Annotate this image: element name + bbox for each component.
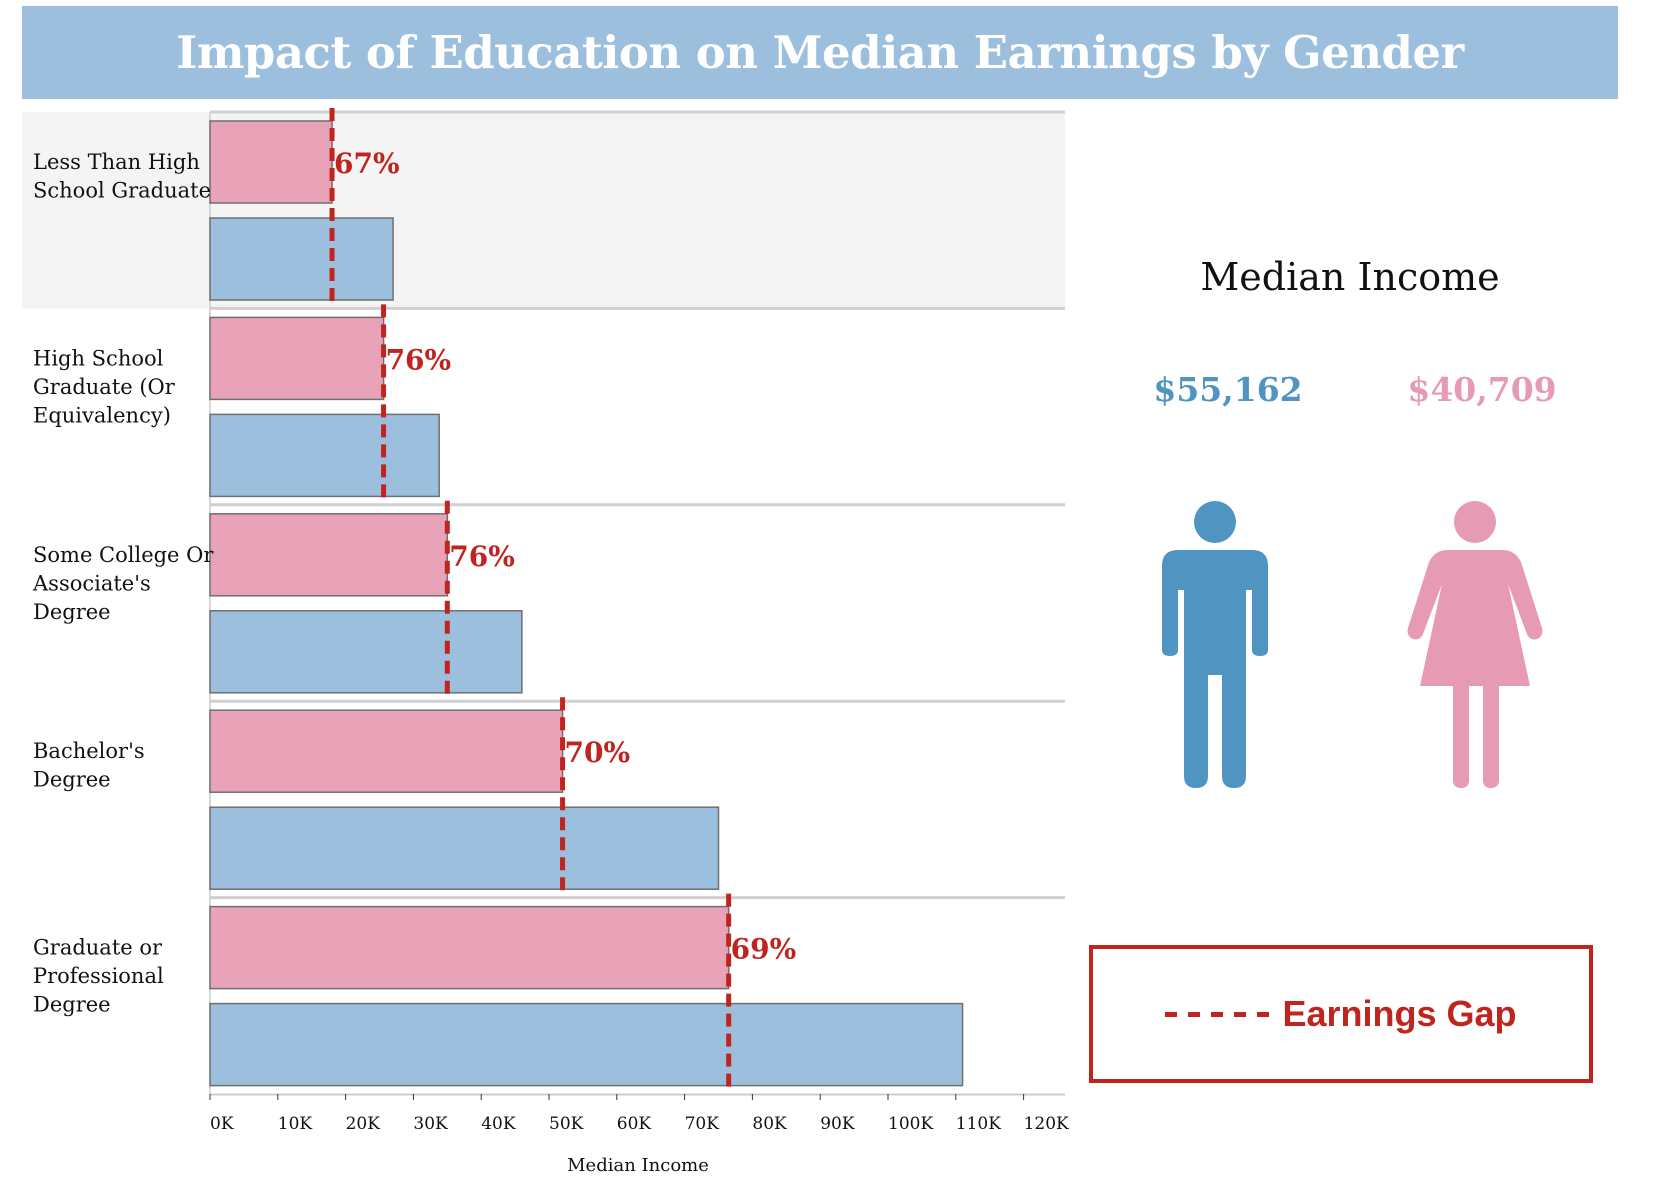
category-label-line: Some College Or xyxy=(33,543,214,567)
chart-title: Impact of Education on Median Earnings b… xyxy=(176,26,1464,79)
category-label-line: School Graduate xyxy=(33,179,211,203)
earnings-gap-label: 67% xyxy=(334,147,400,180)
category-label-line: Graduate (Or xyxy=(33,375,176,399)
legend-label: Earnings Gap xyxy=(1282,993,1517,1034)
category-label-line: Degree xyxy=(33,993,111,1017)
earnings-gap-label: 69% xyxy=(731,933,797,966)
x-tick-label: 70K xyxy=(685,1114,720,1134)
x-tick-label: 30K xyxy=(413,1114,448,1134)
male-bar xyxy=(209,217,394,301)
category-label-line: Degree xyxy=(33,768,111,792)
x-tick-label: 90K xyxy=(820,1114,855,1134)
category-label: High School Graduate (Or Equivalency) xyxy=(33,346,176,427)
category-label: Graduate or Professional Degree xyxy=(33,936,164,1017)
female-bar xyxy=(209,513,449,597)
x-tick-label: 100K xyxy=(888,1114,933,1134)
x-tick-label: 20K xyxy=(346,1114,381,1134)
category-label-line: Equivalency) xyxy=(33,403,171,427)
earnings-gap-label: 76% xyxy=(449,540,515,573)
category-label-line: Less Than High xyxy=(33,150,200,174)
female-bar xyxy=(209,709,564,793)
highlight-band xyxy=(22,112,1065,309)
category-label-line: Professional xyxy=(33,964,164,988)
x-tick-label: 50K xyxy=(549,1114,584,1134)
female-person-icon xyxy=(1407,501,1543,788)
category-label: Less Than High School Graduate xyxy=(33,150,211,203)
x-tick-label: 40K xyxy=(481,1114,516,1134)
x-tick-label: 120K xyxy=(1024,1114,1069,1134)
female-bar xyxy=(209,120,333,204)
male-bar xyxy=(209,806,720,890)
x-tick-label: 0K xyxy=(210,1114,234,1134)
category-label: Some College Or Associate's Degree xyxy=(32,543,214,624)
category-label-line: Degree xyxy=(33,600,111,624)
male-bar xyxy=(209,610,523,694)
x-axis-title: Median Income xyxy=(567,1155,709,1176)
male-bar xyxy=(209,413,440,498)
x-tick-label: 110K xyxy=(956,1114,1001,1134)
bar-chart: 0K 10K 20K 30K 40K 50K 60K 70K 80K 90K 100K 110K 120… xyxy=(22,108,1069,1176)
panel-title: Median Income xyxy=(1200,255,1500,299)
legend-box: Earnings Gap xyxy=(1089,945,1593,1083)
legend-dash-swatch xyxy=(1165,1011,1271,1017)
title-bar: Impact of Education on Median Earnings b… xyxy=(22,6,1618,99)
earnings-gap-label: 76% xyxy=(386,343,452,376)
male-person-icon xyxy=(1162,501,1268,788)
x-tick-label: 60K xyxy=(617,1114,652,1134)
male-median-value: $55,162 xyxy=(1153,370,1303,409)
category-label-line: High School xyxy=(33,346,164,370)
x-tick-label: 80K xyxy=(752,1114,787,1134)
female-median-value: $40,709 xyxy=(1407,370,1557,409)
category-label-line: Associate's xyxy=(32,571,151,595)
category-label: Bachelor's Degree xyxy=(33,739,145,792)
female-bar xyxy=(209,316,385,401)
female-bar xyxy=(209,905,730,990)
earnings-gap-label: 70% xyxy=(565,736,631,769)
category-label-line: Bachelor's xyxy=(33,739,145,763)
x-tick-label: 10K xyxy=(278,1114,313,1134)
male-bar xyxy=(209,1002,964,1087)
category-label-line: Graduate or xyxy=(33,936,163,960)
